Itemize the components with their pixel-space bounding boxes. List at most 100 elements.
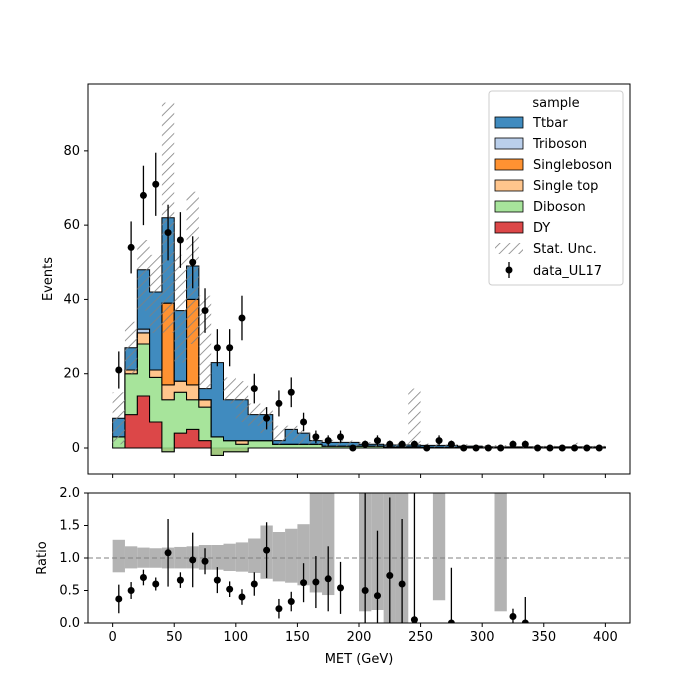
main-x-ticks: [112, 474, 606, 478]
data-point: [558, 444, 566, 452]
data-point: [324, 437, 332, 445]
ratio-point: [509, 613, 517, 620]
ratio-unc-band-bin: [235, 542, 249, 572]
legend-swatch-single-top: [494, 179, 524, 192]
ratio-x-tick-label: 250: [408, 630, 433, 645]
legend-label-ttbar: Ttbar: [532, 116, 568, 131]
ratio-y-tick-label: 0.0: [59, 616, 80, 631]
ratio-point: [398, 580, 406, 588]
ratio-y-tick-label: 2.0: [59, 486, 80, 501]
ratio-unc-band-bin: [124, 546, 138, 569]
main-y-tick-label: 80: [63, 144, 80, 159]
ratio-point: [300, 579, 308, 587]
stat-unc-bin: [149, 254, 162, 333]
ratio-y-tick-label: 1.0: [59, 551, 80, 566]
ratio-x-tick-label: 150: [285, 630, 310, 645]
main-panel: 0 20 40 60 80 Events sample Ttbar Triboson S…: [41, 83, 631, 478]
stat-unc-bin: [408, 388, 421, 448]
ratio-x-ticks: 0 50 100 150 200 250 300 350 400: [108, 623, 618, 645]
ratio-point: [115, 595, 123, 603]
data-point: [484, 444, 492, 452]
legend-label-diboson: Diboson: [533, 200, 586, 215]
ratio-unc-band-bin: [272, 532, 286, 582]
ratio-point: [410, 616, 418, 623]
ratio-y-tick-label: 0.5: [59, 584, 80, 599]
ratio-unc-band-bin: [297, 524, 310, 586]
data-point: [213, 344, 221, 352]
ratio-unc-band-bin: [248, 538, 261, 573]
data-point: [152, 180, 160, 188]
ratio-point: [189, 556, 197, 564]
legend-swatch-triboson: [494, 137, 524, 150]
data-point: [583, 444, 591, 452]
legend-swatch-stat-unc: [495, 243, 523, 254]
ratio-point: [312, 578, 320, 586]
ratio-x-tick-label: 200: [347, 630, 372, 645]
ratio-y-tick-label: 1.5: [59, 519, 80, 534]
ratio-point: [152, 580, 160, 588]
ratio-point: [447, 619, 455, 623]
data-point: [238, 314, 246, 322]
data-point: [423, 444, 431, 452]
stat-unc-bin: [112, 392, 125, 445]
data-point: [349, 444, 357, 452]
stat-unc-bin: [223, 377, 236, 404]
data-point: [250, 385, 258, 393]
ratio-unc-band-bin: [285, 528, 298, 583]
ratio-point: [521, 619, 529, 623]
legend-label-data: data_UL17: [533, 264, 602, 279]
main-plot-area: [112, 102, 606, 456]
ratio-y-ticks: 0.0 0.5 1.0 1.5 2.0: [59, 486, 88, 631]
legend-marker-data: [505, 266, 513, 274]
legend-label-stat-unc: Stat. Unc.: [533, 242, 597, 257]
legend-swatch-diboson: [494, 200, 524, 213]
ratio-panel: 0.0 0.5 1.0 1.5 2.0 0 50 100 150 200 250 300 350 400…: [35, 486, 631, 667]
data-point: [300, 418, 308, 426]
stat-unc-bin: [346, 440, 359, 447]
data-point: [386, 440, 394, 448]
data-point: [115, 366, 123, 374]
stat-unc-bin: [297, 429, 310, 445]
data-point: [534, 444, 542, 452]
ratio-point: [324, 575, 332, 583]
legend-swatch-dy: [494, 221, 524, 234]
data-point: [435, 437, 443, 445]
data-point: [201, 307, 209, 315]
x-axis-label: MET (GeV): [325, 652, 394, 667]
ratio-x-tick-label: 350: [531, 630, 556, 645]
ratio-x-tick-label: 100: [223, 630, 248, 645]
data-point: [521, 440, 529, 448]
ratio-unc-band-bin: [112, 539, 125, 573]
stat-unc-bin: [198, 295, 212, 389]
ratio-point: [250, 580, 258, 588]
data-point: [571, 444, 579, 452]
ratio-x-tick-label: 50: [166, 630, 183, 645]
ratio-point: [139, 574, 147, 581]
data-point: [226, 344, 234, 352]
ratio-point: [201, 557, 209, 565]
data-point: [546, 444, 554, 452]
stat-unc-bin: [137, 240, 150, 311]
ratio-plot-area: [88, 493, 630, 623]
data-point: [287, 388, 295, 396]
data-point: [497, 444, 505, 452]
main-y-tick-label: 60: [63, 218, 80, 233]
ratio-unc-band-bin: [322, 493, 335, 596]
data-point: [410, 440, 418, 448]
data-point: [509, 440, 517, 448]
ratio-x-tick-label: 0: [108, 630, 116, 645]
ratio-unc-band-bin: [211, 545, 224, 570]
ratio-unc-band-bin: [309, 493, 323, 593]
data-point: [263, 414, 271, 422]
ratio-point: [386, 572, 394, 580]
ratio-point: [287, 598, 295, 606]
main-y-ticks: 0 20 40 60 80: [63, 144, 88, 456]
ratio-point: [263, 546, 271, 554]
ratio-x-tick-label: 300: [470, 630, 495, 645]
data-point: [361, 440, 369, 448]
main-y-tick-label: 20: [63, 367, 80, 382]
data-point: [275, 399, 283, 407]
data-point: [595, 444, 603, 452]
data-point: [312, 433, 320, 441]
